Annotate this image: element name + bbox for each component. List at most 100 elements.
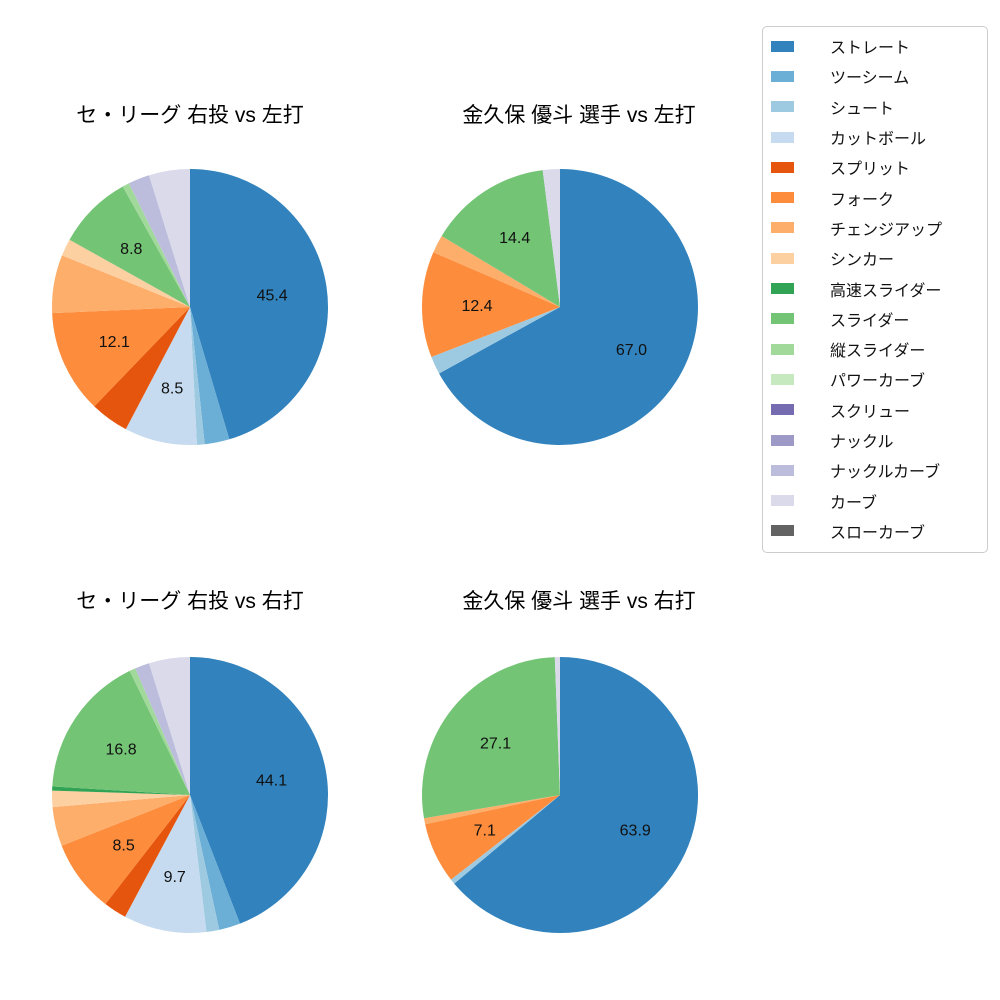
slice-value-label: 12.4 bbox=[461, 298, 492, 315]
slice-value-label: 27.1 bbox=[480, 735, 511, 752]
pie-slice bbox=[542, 169, 560, 307]
legend-swatch bbox=[771, 343, 794, 355]
legend-item: ストレート bbox=[763, 31, 987, 61]
chart-title-top-left: セ・リーグ 右投 vs 左打 bbox=[76, 104, 304, 127]
chart-title-bottom-left: セ・リーグ 右投 vs 右打 bbox=[76, 590, 304, 613]
pie-slice bbox=[190, 795, 240, 930]
pie-slice bbox=[439, 169, 698, 445]
legend-swatch bbox=[771, 373, 794, 385]
slice-value-label: 9.7 bbox=[164, 869, 186, 886]
pie-slice bbox=[433, 236, 560, 307]
slice-value-label: 8.5 bbox=[161, 381, 183, 398]
pie-slice bbox=[69, 186, 190, 307]
chart-title-top-right: 金久保 優斗 選手 vs 左打 bbox=[462, 104, 696, 127]
pie-slice bbox=[52, 786, 190, 795]
slice-value-label: 67.0 bbox=[616, 342, 647, 359]
legend-item: カットボール bbox=[763, 122, 987, 152]
pie-slice bbox=[149, 169, 190, 307]
pie-chart-top-right: 67.0 12.4 14.4 bbox=[422, 169, 698, 445]
legend-item: スライダー bbox=[763, 304, 987, 334]
legend-label: ナックル bbox=[830, 434, 894, 451]
legend-swatch bbox=[771, 192, 794, 204]
legend-label: スクリュー bbox=[830, 403, 911, 421]
slice-value-label: 44.1 bbox=[256, 772, 287, 789]
pie-slice bbox=[52, 255, 190, 314]
chart-title-bottom-right: 金久保 優斗 選手 vs 右打 bbox=[462, 590, 696, 613]
slice-value-label: 12.1 bbox=[99, 334, 130, 351]
legend-label: パワーカーブ bbox=[830, 373, 926, 391]
legend-label: スライダー bbox=[830, 312, 910, 330]
legend-label: 縦スライダー bbox=[830, 343, 926, 361]
legend-item: シンカー bbox=[763, 243, 987, 273]
legend-swatch bbox=[771, 222, 794, 234]
legend-label: カットボール bbox=[830, 131, 927, 149]
pie-slice bbox=[422, 657, 560, 819]
legend-item: フォーク bbox=[763, 182, 987, 212]
legend-swatch bbox=[771, 161, 794, 173]
legend-label: シュート bbox=[830, 100, 895, 118]
pie-slice bbox=[125, 795, 207, 933]
legend-item: ナックル bbox=[763, 425, 987, 455]
pie-slice bbox=[105, 795, 190, 917]
legend-swatch bbox=[771, 131, 794, 143]
pie-slice bbox=[190, 307, 230, 445]
legend-item: スローカーブ bbox=[763, 516, 987, 546]
legend-swatch bbox=[771, 70, 794, 82]
legend-label: スローカーブ bbox=[830, 524, 926, 542]
slice-value-label: 63.9 bbox=[620, 823, 651, 840]
legend-swatch bbox=[771, 313, 794, 325]
legend-swatch bbox=[771, 40, 794, 52]
slice-value-label: 7.1 bbox=[474, 823, 496, 840]
pie-slice bbox=[61, 795, 191, 905]
legend-label: チェンジアップ bbox=[830, 221, 943, 239]
pie-chart-bottom-right: 63.9 7.1 27.1 bbox=[422, 657, 698, 933]
legend-label: 高速スライダー bbox=[830, 282, 942, 300]
legend-item: ツーシーム bbox=[763, 61, 987, 91]
legend-item: チェンジアップ bbox=[763, 213, 987, 243]
legend-label: ツーシーム bbox=[830, 70, 910, 88]
pie-slice bbox=[129, 668, 190, 795]
legend-item: パワーカーブ bbox=[763, 364, 987, 394]
legend: ストレートツーシームシュートカットボール スプリットフォークチェンジアップ シンカー… bbox=[762, 26, 988, 553]
legend-swatch bbox=[771, 495, 794, 507]
pie-slice bbox=[52, 670, 191, 795]
legend-item: シュート bbox=[763, 92, 987, 122]
pie-chart-bottom-left: 44.1 9.7 8.5 16.8 bbox=[52, 657, 328, 933]
legend-item: 縦スライダー bbox=[763, 334, 987, 364]
pie-slice bbox=[62, 239, 190, 307]
pie-slice bbox=[125, 307, 197, 446]
pie-slice bbox=[441, 170, 560, 307]
slice-value-label: 14.4 bbox=[499, 230, 530, 247]
legend-label: フォーク bbox=[830, 191, 895, 209]
pie-slice bbox=[135, 663, 190, 795]
slice-value-label: 16.8 bbox=[105, 741, 136, 758]
pie-slice bbox=[52, 790, 190, 808]
pie-slice bbox=[94, 307, 190, 430]
pie-slice bbox=[422, 252, 560, 357]
pie-slice bbox=[190, 795, 220, 933]
pie-slice bbox=[190, 307, 205, 445]
pie-slice bbox=[128, 175, 190, 307]
pie-slice bbox=[423, 795, 560, 825]
legend-label: シンカー bbox=[830, 252, 895, 270]
legend-item: ナックルカーブ bbox=[763, 455, 987, 485]
pie-slice bbox=[450, 795, 560, 884]
legend-label: スプリット bbox=[830, 161, 911, 179]
pie-slice bbox=[431, 307, 560, 374]
legend-item: カーブ bbox=[763, 485, 987, 515]
legend-swatch bbox=[771, 252, 794, 264]
pie-slice bbox=[122, 183, 190, 307]
legend-swatch bbox=[771, 101, 794, 113]
legend-swatch bbox=[771, 283, 794, 295]
legend-label: ストレート bbox=[830, 40, 911, 58]
slice-value-label: 8.8 bbox=[120, 241, 142, 258]
pie-slice bbox=[554, 657, 560, 795]
pie-slice bbox=[454, 657, 698, 933]
pie-slice bbox=[190, 657, 328, 924]
legend-item: 高速スライダー bbox=[763, 273, 987, 303]
legend-item: スプリット bbox=[763, 152, 987, 182]
pie-slice bbox=[190, 169, 328, 440]
legend-swatch bbox=[771, 464, 794, 476]
legend-label: カーブ bbox=[830, 494, 878, 512]
pie-slice bbox=[52, 307, 190, 407]
